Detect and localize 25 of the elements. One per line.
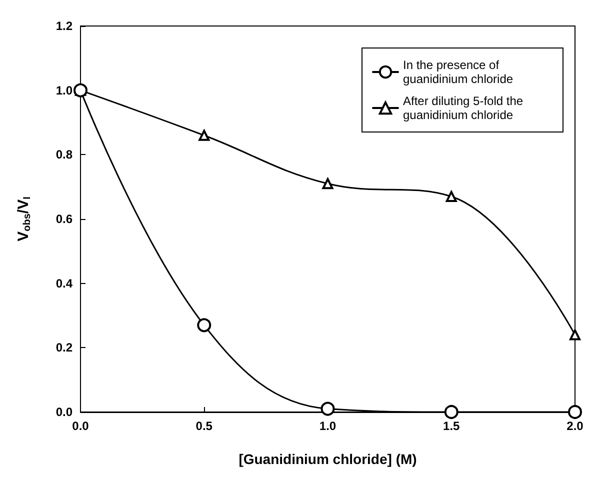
x-tick-label: 0.5 bbox=[196, 419, 213, 433]
y-tick-label: 1.2 bbox=[56, 19, 73, 33]
point bbox=[446, 190, 457, 202]
point bbox=[198, 130, 210, 141]
legend-label: In the presence of guanidinium chloride bbox=[403, 58, 514, 86]
y-tick-label: 0.0 bbox=[56, 405, 73, 419]
point bbox=[320, 402, 335, 416]
y-tick-label: 0.8 bbox=[56, 148, 73, 162]
point bbox=[197, 318, 212, 332]
point bbox=[570, 329, 580, 340]
y-tick-label: 0.6 bbox=[56, 212, 73, 226]
y-axis-title: Vobs/VI bbox=[15, 196, 33, 242]
x-tick-label: 2.0 bbox=[566, 419, 584, 433]
x-tick-label: 1.5 bbox=[443, 419, 460, 433]
y-tick-label: 0.4 bbox=[56, 276, 73, 290]
x-tick-label: 0.0 bbox=[72, 419, 90, 433]
point bbox=[74, 83, 88, 98]
x-axis-title: [Guanidinium chloride] (M) bbox=[238, 451, 417, 467]
y-tick-label: 1.0 bbox=[56, 83, 73, 98]
point bbox=[444, 405, 458, 419]
point bbox=[322, 178, 334, 190]
legend-label: After diluting 5-fold the guanidinium chloride bbox=[403, 94, 526, 122]
point bbox=[568, 405, 582, 419]
y-tick-label: 0.2 bbox=[56, 340, 73, 355]
x-tick-label: 1.0 bbox=[319, 419, 336, 433]
